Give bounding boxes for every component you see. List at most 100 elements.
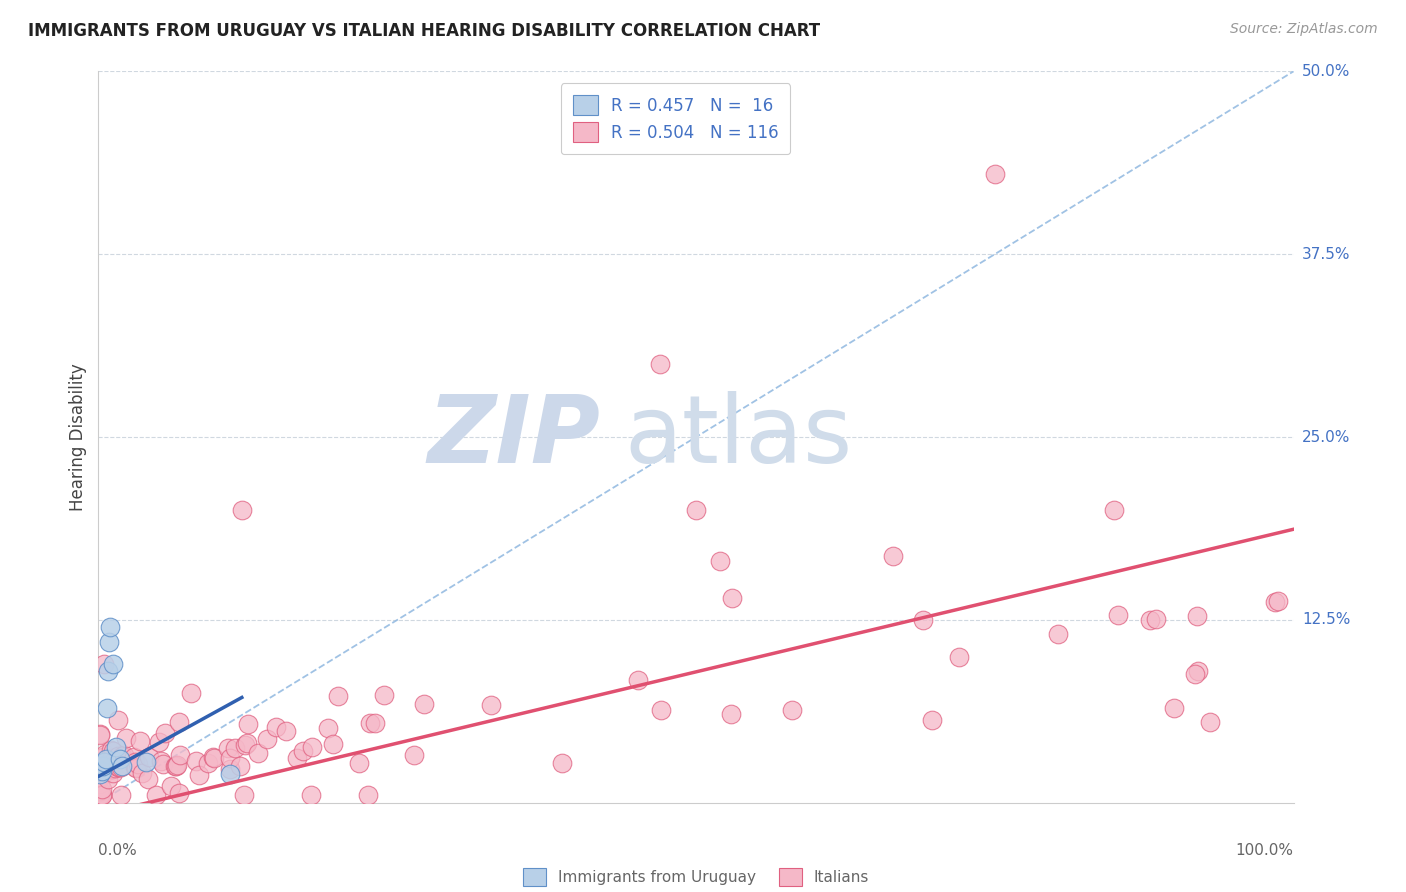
Point (98, 635, 121, 649)
Point (720, 706, 742, 721)
Point (127, 756, 149, 771)
Text: 12.5%: 12.5% (1302, 613, 1350, 627)
Point (97, 772, 120, 786)
Point (103, 754, 125, 768)
Point (91, 764, 114, 778)
Point (357, 789, 380, 803)
Point (1184, 667, 1206, 681)
Point (264, 720, 287, 734)
Point (122, 750, 145, 764)
Point (153, 726, 176, 740)
Point (160, 779, 183, 793)
Point (316, 721, 339, 735)
Point (202, 751, 225, 765)
Point (89, 784, 111, 798)
Point (413, 697, 436, 711)
Text: 25.0%: 25.0% (1302, 430, 1350, 444)
Point (1267, 593, 1289, 607)
Point (89, 727, 111, 741)
Point (89, 755, 111, 769)
Text: 100.0%: 100.0% (1236, 843, 1294, 858)
Point (110, 760, 132, 774)
Point (111, 759, 134, 773)
Point (110, 789, 132, 803)
Point (98, 620, 122, 634)
Legend: Immigrants from Uruguay, Italians: Immigrants from Uruguay, Italians (516, 862, 876, 892)
Point (93, 657, 115, 671)
Point (166, 758, 188, 772)
Point (93, 750, 115, 764)
Text: 37.5%: 37.5% (1302, 247, 1350, 261)
Point (108, 760, 131, 774)
Point (169, 748, 191, 763)
Point (219, 762, 242, 776)
Point (101, 657, 124, 671)
Point (169, 715, 191, 730)
Point (301, 740, 323, 755)
Point (149, 755, 172, 769)
Point (911, 613, 934, 627)
Point (921, 713, 943, 727)
Text: Source: ZipAtlas.com: Source: ZipAtlas.com (1230, 22, 1378, 37)
Point (1199, 715, 1222, 730)
Point (90, 759, 112, 773)
Point (232, 789, 254, 803)
Point (233, 739, 256, 753)
Point (188, 767, 211, 781)
Point (1046, 627, 1069, 641)
Point (180, 686, 202, 700)
Point (256, 732, 278, 747)
Point (218, 740, 240, 755)
Point (89, 771, 111, 785)
Point (780, 703, 803, 717)
Point (89, 758, 111, 772)
Point (247, 746, 270, 760)
Point (94, 747, 117, 762)
Point (322, 737, 344, 751)
Point (184, 754, 207, 768)
Point (89, 727, 111, 741)
Point (103, 766, 125, 780)
Point (650, 703, 672, 717)
Point (89, 789, 111, 803)
Text: ZIP: ZIP (427, 391, 600, 483)
Point (91, 781, 114, 796)
Point (96, 764, 118, 778)
Point (201, 750, 224, 764)
Point (276, 723, 298, 738)
Point (107, 760, 129, 774)
Point (229, 759, 252, 773)
Point (364, 715, 387, 730)
Point (90, 789, 112, 803)
Point (1187, 664, 1209, 678)
Point (112, 747, 135, 762)
Point (89, 777, 111, 791)
Point (1185, 608, 1208, 623)
Point (152, 756, 174, 771)
Point (103, 744, 125, 758)
Point (347, 756, 370, 771)
Point (107, 713, 129, 727)
Point (236, 735, 259, 749)
Point (326, 689, 349, 703)
Point (138, 750, 160, 764)
Point (145, 789, 167, 803)
Point (115, 731, 138, 745)
Point (101, 762, 124, 776)
Point (108, 752, 131, 766)
Point (721, 591, 744, 605)
Text: IMMIGRANTS FROM URUGUAY VS ITALIAN HEARING DISABILITY CORRELATION CHART: IMMIGRANTS FROM URUGUAY VS ITALIAN HEARI… (28, 22, 820, 40)
Y-axis label: Hearing Disability: Hearing Disability (69, 363, 87, 511)
Point (94, 752, 117, 766)
Point (359, 715, 381, 730)
Point (91, 759, 114, 773)
Point (93, 755, 115, 769)
Point (96, 700, 118, 714)
Text: 50.0%: 50.0% (1302, 64, 1350, 78)
Point (1104, 503, 1126, 517)
Point (479, 698, 502, 712)
Point (90, 789, 112, 803)
Point (125, 761, 148, 775)
Point (709, 554, 731, 568)
Point (105, 740, 128, 755)
